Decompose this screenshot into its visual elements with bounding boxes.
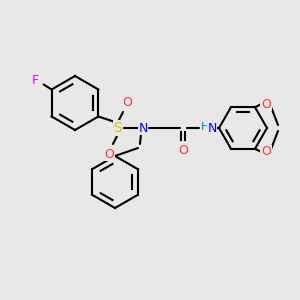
Text: O: O — [104, 148, 114, 160]
Text: O: O — [261, 98, 271, 111]
Text: F: F — [32, 74, 39, 87]
Text: O: O — [178, 145, 188, 158]
Text: O: O — [122, 95, 132, 109]
Text: N: N — [138, 122, 148, 134]
Text: S: S — [114, 121, 122, 135]
Text: O: O — [261, 145, 271, 158]
Text: H: H — [201, 122, 209, 132]
Text: N: N — [207, 122, 217, 134]
